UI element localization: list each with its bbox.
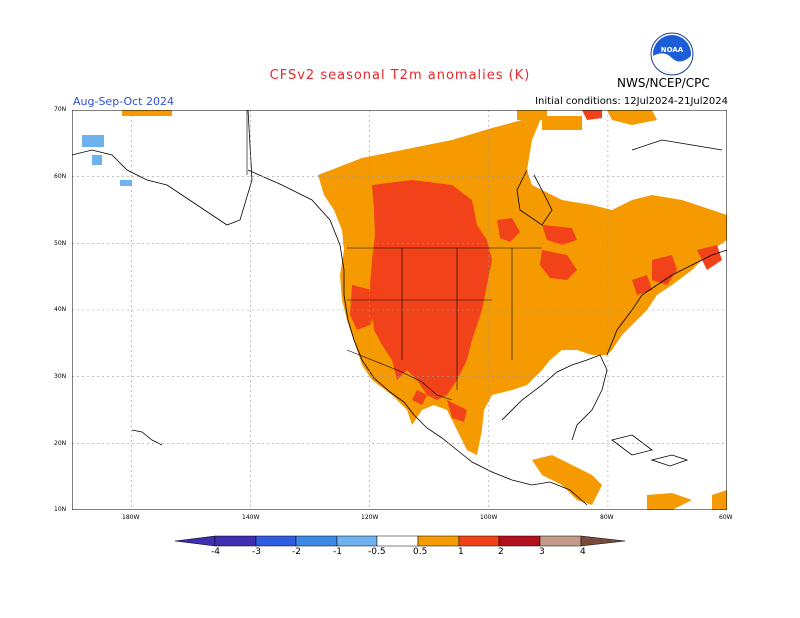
anomaly-1-2-region xyxy=(350,110,722,422)
coastlines xyxy=(72,110,727,506)
colorbar-cell xyxy=(295,535,338,547)
organization-label: NWS/NCEP/CPC xyxy=(617,76,710,90)
colorbar-cell xyxy=(417,535,460,547)
map-title: CFSv2 seasonal T2m anomalies (K) xyxy=(269,68,531,83)
colorbar-label: -4 xyxy=(211,547,220,557)
lat-label: 70N xyxy=(54,106,67,113)
colorbar-cell xyxy=(336,535,378,547)
colorbar-label: 3 xyxy=(539,547,545,557)
colorbar-label: 4 xyxy=(580,547,586,557)
colorbar-cell xyxy=(498,535,541,547)
lat-label: 20N xyxy=(54,440,67,447)
noaa-logo: NOAA xyxy=(650,32,694,76)
colorbar-label: 0.5 xyxy=(413,547,428,557)
lat-label: 10N xyxy=(54,506,67,513)
lat-label: 40N xyxy=(54,306,67,313)
anomaly-map xyxy=(72,110,727,510)
colorbar-label: -3 xyxy=(252,547,261,557)
lon-label: 80W xyxy=(600,514,614,521)
lon-label: 140W xyxy=(242,514,260,521)
colorbar-high-arrow xyxy=(580,535,626,547)
cool-anomaly-region xyxy=(82,135,132,186)
graticule xyxy=(72,110,727,510)
lat-label: 30N xyxy=(54,373,67,380)
colorbar-cell xyxy=(376,535,419,547)
colorbar-low-arrow xyxy=(174,535,216,547)
colorbar-cell xyxy=(214,535,257,547)
svg-text:NOAA: NOAA xyxy=(661,46,684,54)
colorbar-label: -0.5 xyxy=(368,547,386,557)
colorbar xyxy=(174,535,626,547)
initial-conditions: Initial conditions: 12Jul2024-21Jul2024 xyxy=(535,96,728,107)
lon-label: 180W xyxy=(122,514,140,521)
lat-label: 50N xyxy=(54,240,67,247)
lat-label: 60N xyxy=(54,173,67,180)
colorbar-cell xyxy=(255,535,297,547)
colorbar-cell xyxy=(539,535,582,547)
political-borders xyxy=(246,110,542,401)
colorbar-cell xyxy=(458,535,500,547)
colorbar-label: -1 xyxy=(333,547,342,557)
colorbar-label: -2 xyxy=(292,547,301,557)
forecast-period: Aug-Sep-Oct 2024 xyxy=(73,95,174,108)
colorbar-label: 1 xyxy=(458,547,464,557)
lon-label: 100W xyxy=(480,514,498,521)
lon-label: 60W xyxy=(719,514,733,521)
lon-label: 120W xyxy=(361,514,379,521)
colorbar-label: 2 xyxy=(498,547,504,557)
